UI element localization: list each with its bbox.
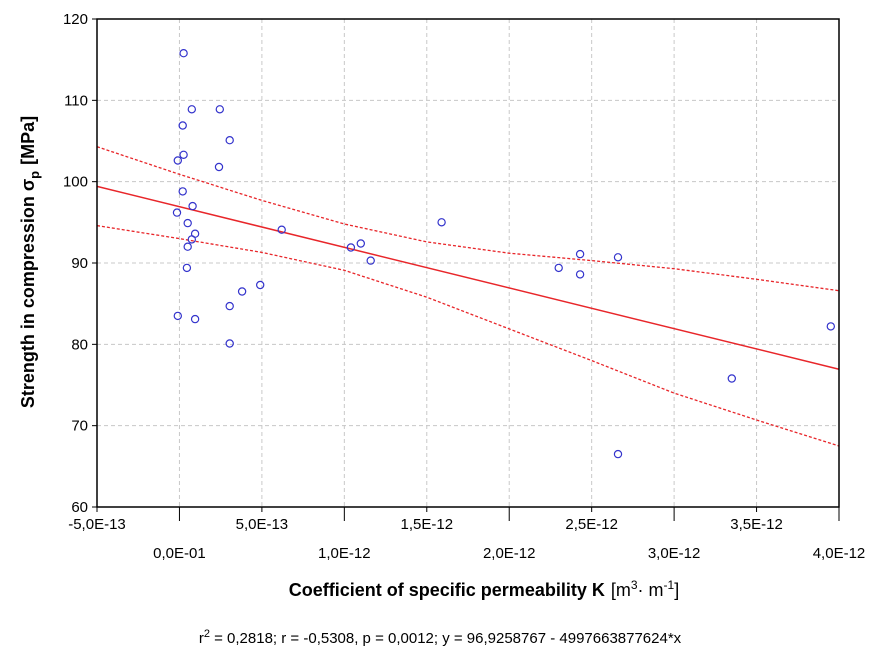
data-point bbox=[183, 218, 192, 228]
tick-label-layer: 60 70 80 90 100 110 120 -5,0E-13 5,0E-13 1,5E-12 2… bbox=[63, 11, 865, 562]
x-tick-label: 1,0E-12 bbox=[318, 545, 371, 562]
x-tick-label: 5,0E-13 bbox=[236, 516, 289, 533]
grid-layer bbox=[97, 19, 839, 507]
x-tick-label: 0,0E-01 bbox=[153, 545, 206, 562]
data-point bbox=[182, 263, 192, 273]
y-tick-label: 120 bbox=[63, 11, 88, 28]
x-axis-label-unit-mid: · m bbox=[638, 580, 664, 600]
y-axis-label: Strength in compression σp [MPa] bbox=[18, 116, 42, 408]
data-point bbox=[183, 242, 192, 251]
data-point bbox=[575, 249, 585, 259]
data-point bbox=[356, 239, 365, 248]
y-tick-label: 110 bbox=[64, 92, 88, 109]
data-point bbox=[190, 314, 200, 324]
x-axis-label: Coefficient of specific permeability K [m… bbox=[289, 578, 679, 600]
data-point bbox=[187, 105, 196, 114]
x-axis-label-unit-sup: 3 bbox=[631, 578, 638, 592]
y-tick-label: 90 bbox=[71, 255, 88, 272]
y-tick-label: 100 bbox=[63, 174, 88, 191]
y-tick-label: 70 bbox=[71, 418, 88, 435]
data-point bbox=[225, 339, 234, 348]
x-axis-label-main: Coefficient of specific permeability K bbox=[289, 580, 605, 600]
x-tick-label: 1,5E-12 bbox=[401, 516, 454, 533]
data-point bbox=[225, 301, 234, 311]
data-point bbox=[215, 105, 224, 114]
stats-r-sup: 2 bbox=[204, 628, 210, 640]
data-point bbox=[613, 253, 623, 262]
data-points-layer bbox=[172, 49, 836, 459]
data-point bbox=[727, 374, 737, 383]
y-axis-label-subscript: p bbox=[27, 171, 42, 179]
data-point bbox=[172, 208, 182, 217]
data-point bbox=[173, 311, 182, 321]
data-point bbox=[277, 225, 286, 234]
regression-line-layer bbox=[96, 185, 840, 370]
data-point bbox=[179, 150, 188, 159]
data-point bbox=[178, 187, 187, 196]
x-axis-label-unit-close: ] bbox=[674, 580, 679, 600]
data-point bbox=[187, 235, 196, 244]
regression-stats: r2 = 0,2818; r = -0,5308, p = 0,0012; y … bbox=[199, 628, 682, 647]
data-point bbox=[613, 449, 623, 459]
x-tick-label: 2,0E-12 bbox=[483, 545, 536, 562]
data-point bbox=[237, 287, 247, 296]
confidence-band-upper bbox=[96, 146, 840, 292]
data-point bbox=[256, 280, 265, 290]
data-point bbox=[554, 263, 563, 273]
data-point bbox=[225, 135, 234, 145]
data-point bbox=[178, 121, 187, 130]
data-point bbox=[575, 270, 585, 279]
x-axis-label-unit-open: [m bbox=[611, 580, 631, 600]
data-point bbox=[188, 201, 197, 211]
confidence-band-layer bbox=[96, 146, 840, 447]
x-tick-label: 4,0E-12 bbox=[813, 545, 866, 562]
data-point bbox=[826, 322, 836, 331]
x-tick-label: 3,5E-12 bbox=[730, 516, 783, 533]
data-point bbox=[214, 162, 224, 172]
x-tick-label: 2,5E-12 bbox=[565, 516, 618, 533]
y-axis-label-main: Strength in compression σ bbox=[18, 179, 38, 408]
stats-text: = 0,2818; r = -0,5308, p = 0,0012; y = 9… bbox=[210, 630, 682, 647]
confidence-band-lower bbox=[96, 224, 840, 447]
y-tick-label: 60 bbox=[71, 499, 88, 516]
y-axis-label-unit: [MPa] bbox=[18, 116, 38, 165]
data-point bbox=[366, 256, 375, 265]
x-tick-label: -5,0E-13 bbox=[68, 516, 126, 533]
y-tick-label: 80 bbox=[71, 336, 88, 353]
data-point bbox=[179, 49, 188, 58]
data-point bbox=[346, 243, 356, 252]
x-tick-label: 3,0E-12 bbox=[648, 545, 701, 562]
stats-r-prefix: r bbox=[199, 630, 204, 647]
x-axis-label-unit-sup2: -1 bbox=[664, 578, 675, 592]
regression-line bbox=[96, 185, 840, 370]
data-point bbox=[173, 156, 182, 165]
data-point bbox=[437, 218, 446, 227]
